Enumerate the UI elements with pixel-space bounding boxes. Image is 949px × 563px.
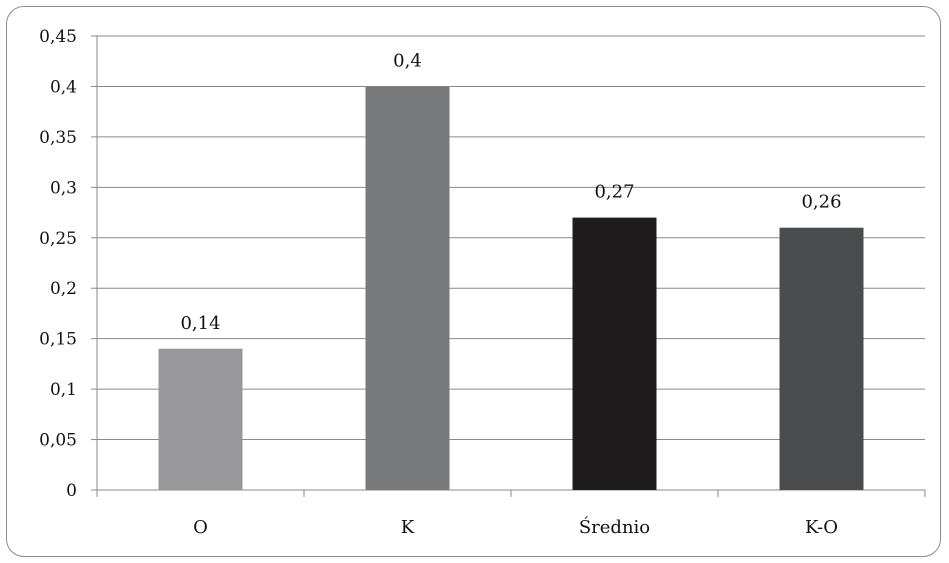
bar (779, 227, 864, 490)
data-label: 0,14 (180, 313, 220, 334)
y-tick-label: 0,2 (50, 279, 77, 299)
bar (158, 348, 243, 490)
y-tick-label: 0,25 (39, 229, 77, 249)
y-tick-label: 0,3 (50, 178, 77, 198)
data-label: 0,4 (393, 50, 422, 71)
y-tick-label: 0 (66, 481, 77, 501)
y-tick-label: 0,05 (39, 431, 77, 451)
y-tick-label: 0,35 (39, 128, 77, 148)
x-category-label: K (401, 517, 415, 538)
y-tick-label: 0,4 (50, 77, 77, 97)
data-label: 0,26 (801, 192, 841, 213)
x-category-label: Średnio (579, 515, 650, 538)
data-label: 0,27 (594, 182, 634, 203)
y-tick-label: 0,1 (50, 380, 77, 400)
bar (572, 217, 657, 490)
y-tick-label: 0,15 (39, 330, 77, 350)
x-category-label: O (193, 517, 208, 538)
bar (365, 86, 450, 490)
x-category-label: K-O (805, 517, 838, 538)
y-tick-label: 0,45 (39, 27, 77, 47)
